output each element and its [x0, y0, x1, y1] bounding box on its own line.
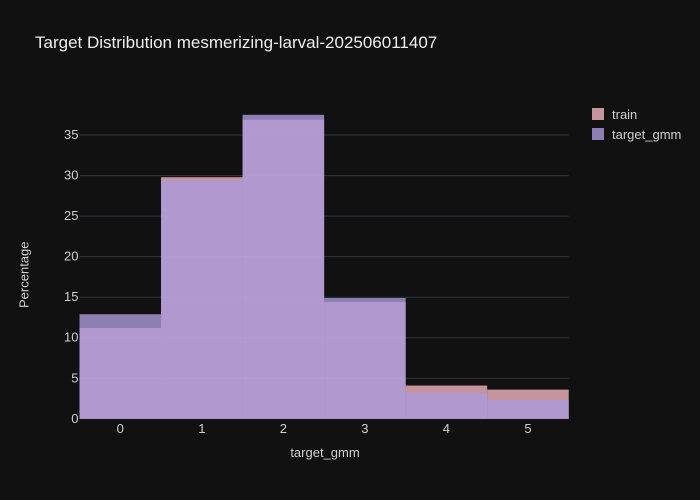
svg-text:25: 25 — [64, 208, 78, 223]
svg-text:30: 30 — [64, 168, 78, 183]
svg-text:15: 15 — [64, 289, 78, 304]
svg-text:2: 2 — [280, 421, 287, 436]
svg-text:4: 4 — [443, 421, 450, 436]
svg-text:5: 5 — [524, 421, 531, 436]
svg-text:5: 5 — [71, 370, 78, 385]
svg-text:20: 20 — [64, 249, 78, 264]
svg-text:35: 35 — [64, 127, 78, 142]
svg-text:0: 0 — [117, 421, 124, 436]
svg-text:10: 10 — [64, 330, 78, 345]
svg-text:3: 3 — [361, 421, 368, 436]
svg-text:1: 1 — [198, 421, 205, 436]
svg-text:0: 0 — [71, 411, 78, 426]
